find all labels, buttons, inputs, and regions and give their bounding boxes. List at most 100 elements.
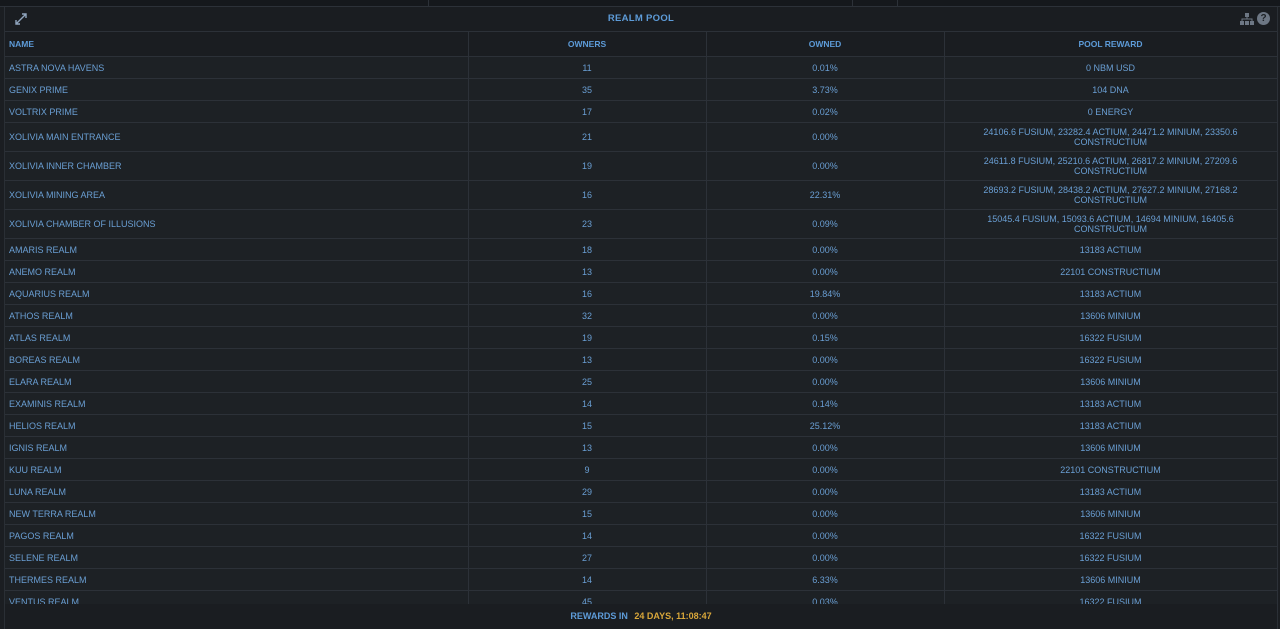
table-row[interactable]: ATHOS REALM 32 0.00% 13606 MINIUM — [5, 304, 1278, 327]
help-icon[interactable]: ? — [1257, 12, 1270, 25]
owners-cell: 29 — [468, 480, 707, 503]
realm-name-cell: ELARA REALM — [5, 370, 469, 393]
owned-cell: 0.00% — [706, 502, 945, 525]
owned-cell: 19.84% — [706, 282, 945, 305]
owned-cell: 22.31% — [706, 180, 945, 210]
pool-reward-cell: 13606 MINIUM — [944, 370, 1278, 393]
owned-cell: 6.33% — [706, 568, 945, 591]
realm-name-cell: PAGOS REALM — [5, 524, 469, 547]
owned-cell: 0.00% — [706, 348, 945, 371]
rewards-label: REWARDS IN — [570, 611, 628, 621]
table-row[interactable]: THERMES REALM 14 6.33% 13606 MINIUM — [5, 568, 1278, 591]
table-row[interactable]: XOLIVIA INNER CHAMBER 19 0.00% 24611.8 FUSI… — [5, 151, 1278, 181]
realm-name-cell: GENIX PRIME — [5, 78, 469, 101]
owned-cell: 0.00% — [706, 304, 945, 327]
realm-name-cell: SELENE REALM — [5, 546, 469, 569]
owned-cell: 0.00% — [706, 480, 945, 503]
owned-cell: 0.14% — [706, 392, 945, 415]
pool-reward-cell: 16322 FUSIUM — [944, 524, 1278, 547]
table-row[interactable]: AQUARIUS REALM 16 19.84% 13183 ACTIUM — [5, 282, 1278, 305]
rewards-countdown: 24 DAYS, 11:08:47 — [634, 611, 712, 621]
pool-reward-cell: 104 DNA — [944, 78, 1278, 101]
owners-cell: 13 — [468, 348, 707, 371]
table-row[interactable]: XOLIVIA CHAMBER OF ILLUSIONS 23 0.09% 15045… — [5, 209, 1278, 239]
realm-name-cell: ASTRA NOVA HAVENS — [5, 56, 469, 79]
table-row[interactable]: BOREAS REALM 13 0.00% 16322 FUSIUM — [5, 348, 1278, 371]
realm-name-cell: ANEMO REALM — [5, 260, 469, 283]
owners-cell: 17 — [468, 100, 707, 123]
realm-name-cell: AMARIS REALM — [5, 238, 469, 261]
pool-reward-cell: 13183 ACTIUM — [944, 238, 1278, 261]
table-row[interactable]: KUU REALM 9 0.00% 22101 CONSTRUCTIUM — [5, 458, 1278, 481]
realm-name-cell: KUU REALM — [5, 458, 469, 481]
expand-icon[interactable] — [14, 12, 28, 26]
realm-pool-table: NAME OWNERS OWNED POOL REWARD ASTRA NOVA… — [5, 32, 1278, 613]
realm-pool-panel: REALM POOL ? NAME OWNERS OWNED POOL REWA… — [4, 7, 1278, 629]
table-row[interactable]: NEW TERRA REALM 15 0.00% 13606 MINIUM — [5, 502, 1278, 525]
pool-reward-cell: 13183 ACTIUM — [944, 480, 1278, 503]
owned-cell: 0.00% — [706, 122, 945, 152]
table-row[interactable]: EXAMINIS REALM 14 0.14% 13183 ACTIUM — [5, 392, 1278, 415]
owned-cell: 25.12% — [706, 414, 945, 437]
column-header-owners[interactable]: OWNERS — [468, 32, 707, 57]
owned-cell: 0.00% — [706, 458, 945, 481]
owners-cell: 27 — [468, 546, 707, 569]
pool-reward-cell: 16322 FUSIUM — [944, 546, 1278, 569]
owners-cell: 35 — [468, 78, 707, 101]
pool-reward-cell: 0 ENERGY — [944, 100, 1278, 123]
owners-cell: 15 — [468, 414, 707, 437]
realm-name-cell: AQUARIUS REALM — [5, 282, 469, 305]
pool-reward-cell: 22101 CONSTRUCTIUM — [944, 458, 1278, 481]
owned-cell: 0.01% — [706, 56, 945, 79]
owners-cell: 25 — [468, 370, 707, 393]
owned-cell: 0.00% — [706, 546, 945, 569]
owned-cell: 3.73% — [706, 78, 945, 101]
owned-cell: 0.00% — [706, 524, 945, 547]
column-header-name[interactable]: NAME — [5, 32, 469, 57]
pool-reward-cell: 13606 MINIUM — [944, 436, 1278, 459]
owned-cell: 0.09% — [706, 209, 945, 239]
owners-cell: 16 — [468, 180, 707, 210]
table-row[interactable]: ELARA REALM 25 0.00% 13606 MINIUM — [5, 370, 1278, 393]
pool-reward-cell: 15045.4 FUSIUM, 15093.6 ACTIUM, 14694 MI… — [944, 209, 1278, 239]
table-row[interactable]: XOLIVIA MAIN ENTRANCE 21 0.00% 24106.6 FUSI… — [5, 122, 1278, 152]
table-row[interactable]: ASTRA NOVA HAVENS 11 0.01% 0 NBM USD — [5, 56, 1278, 79]
owned-cell: 0.00% — [706, 436, 945, 459]
panel-title: REALM POOL — [607, 13, 675, 24]
pool-reward-cell: 13606 MINIUM — [944, 304, 1278, 327]
pool-reward-cell: 22101 CONSTRUCTIUM — [944, 260, 1278, 283]
column-header-pool-reward[interactable]: POOL REWARD — [944, 32, 1278, 57]
table-row[interactable]: ANEMO REALM 13 0.00% 22101 CONSTRUCTIUM — [5, 260, 1278, 283]
owners-cell: 23 — [468, 209, 707, 239]
owners-cell: 9 — [468, 458, 707, 481]
column-header-owned[interactable]: OWNED — [706, 32, 945, 57]
pool-reward-cell: 24106.6 FUSIUM, 23282.4 ACTIUM, 24471.2 … — [944, 122, 1278, 152]
table-row[interactable]: VOLTRIX PRIME 17 0.02% 0 ENERGY — [5, 100, 1278, 123]
owners-cell: 14 — [468, 524, 707, 547]
owners-cell: 16 — [468, 282, 707, 305]
table-row[interactable]: LUNA REALM 29 0.00% 13183 ACTIUM — [5, 480, 1278, 503]
table-row[interactable]: AMARIS REALM 18 0.00% 13183 ACTIUM — [5, 238, 1278, 261]
table-row[interactable]: PAGOS REALM 14 0.00% 16322 FUSIUM — [5, 524, 1278, 547]
realm-name-cell: XOLIVIA CHAMBER OF ILLUSIONS — [5, 209, 469, 239]
realm-name-cell: HELIOS REALM — [5, 414, 469, 437]
table-row[interactable]: HELIOS REALM 15 25.12% 13183 ACTIUM — [5, 414, 1278, 437]
realm-name-cell: EXAMINIS REALM — [5, 392, 469, 415]
owners-cell: 11 — [468, 56, 707, 79]
pool-reward-cell: 13183 ACTIUM — [944, 282, 1278, 305]
pool-reward-cell: 28693.2 FUSIUM, 28438.2 ACTIUM, 27627.2 … — [944, 180, 1278, 210]
realm-name-cell: XOLIVIA MINING AREA — [5, 180, 469, 210]
owners-cell: 32 — [468, 304, 707, 327]
table-header-row: NAME OWNERS OWNED POOL REWARD — [5, 32, 1278, 57]
table-row[interactable]: IGNIS REALM 13 0.00% 13606 MINIUM — [5, 436, 1278, 459]
table-row[interactable]: ATLAS REALM 19 0.15% 16322 FUSIUM — [5, 326, 1278, 349]
realm-name-cell: ATLAS REALM — [5, 326, 469, 349]
hierarchy-icon[interactable] — [1240, 12, 1254, 26]
realm-name-cell: ATHOS REALM — [5, 304, 469, 327]
table-row[interactable]: SELENE REALM 27 0.00% 16322 FUSIUM — [5, 546, 1278, 569]
table-row[interactable]: XOLIVIA MINING AREA 16 22.31% 28693.2 FUSIU… — [5, 180, 1278, 210]
realm-name-cell: THERMES REALM — [5, 568, 469, 591]
table-row[interactable]: GENIX PRIME 35 3.73% 104 DNA — [5, 78, 1278, 101]
pool-reward-cell: 16322 FUSIUM — [944, 348, 1278, 371]
pool-reward-cell: 0 NBM USD — [944, 56, 1278, 79]
